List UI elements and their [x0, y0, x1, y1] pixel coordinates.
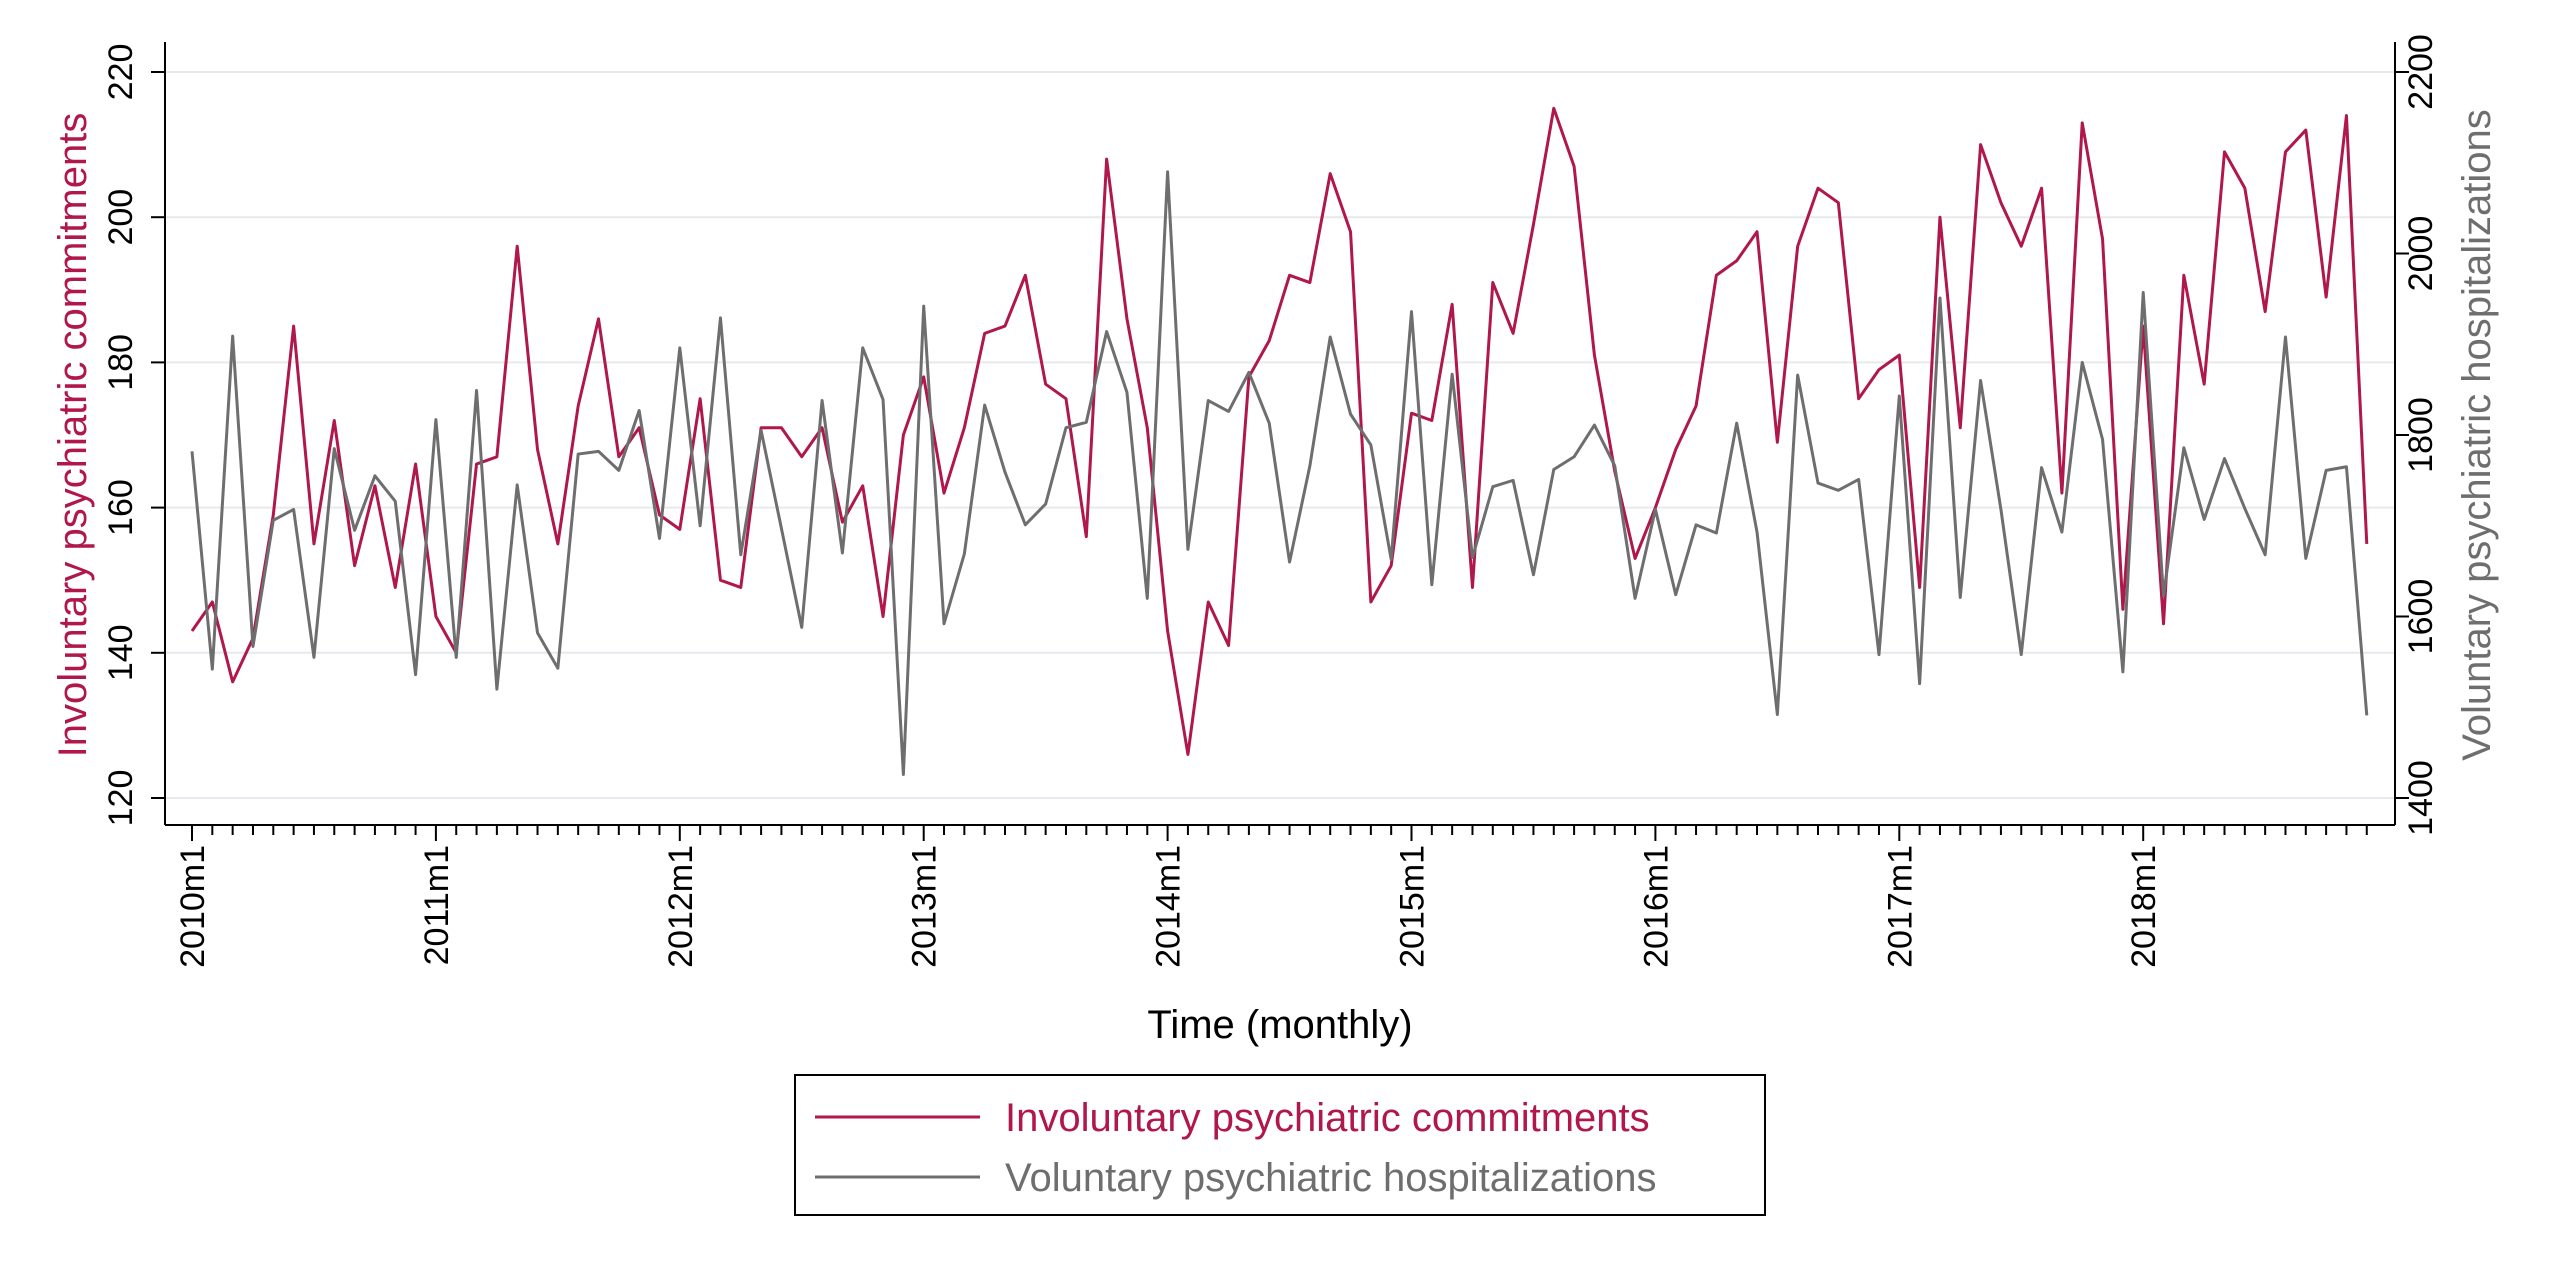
x-tick-label: 2018m1 [2125, 845, 2163, 968]
left-y-tick-label: 160 [102, 479, 140, 536]
legend-box [794, 1074, 1766, 1216]
legend-label-voluntary: Voluntary psychiatric hospitalizations [1005, 1156, 1656, 1200]
gridlines [165, 71, 2395, 799]
x-tick-label: 2010m1 [174, 845, 212, 968]
left-y-tick-label: 140 [102, 624, 140, 681]
legend: Involuntary psychiatric commitments Volu… [794, 1074, 1766, 1216]
left-y-tick-label: 200 [102, 189, 140, 246]
right-y-tick-label: 2200 [2402, 34, 2440, 110]
right-axis-title: Voluntary psychiatric hospitalizations [2455, 109, 2499, 760]
series-line-voluntary [190, 170, 2369, 776]
x-tick-label: 2015m1 [1394, 845, 1432, 968]
x-tick-label: 2012m1 [662, 845, 700, 968]
right-y-tick-label: 1400 [2402, 760, 2440, 836]
right-y-tick-label: 1600 [2402, 579, 2440, 655]
legend-label-involuntary: Involuntary psychiatric commitments [1005, 1096, 1650, 1140]
x-tick-label: 2014m1 [1150, 845, 1188, 968]
x-axis-title: Time (monthly) [1147, 1003, 1412, 1047]
left-axis-title: Involuntary psychiatric commitments [51, 113, 95, 758]
left-y-tick-label: 220 [102, 44, 140, 101]
x-tick-label: 2017m1 [1881, 845, 1919, 968]
series-layer [190, 106, 2369, 776]
right-y-tick-label: 2000 [2402, 216, 2440, 292]
x-tick-label: 2013m1 [906, 845, 944, 968]
right-y-tick-label: 1800 [2402, 397, 2440, 473]
ticks-layer: 120 140 160 180 200 220 1400 1600 1800 2000 2200 20… [102, 34, 2440, 968]
x-tick-label: 2016m1 [1637, 845, 1675, 968]
left-y-tick-label: 120 [102, 770, 140, 827]
series-line-involuntary [190, 106, 2369, 756]
x-tick-label: 2011m1 [418, 845, 456, 965]
left-y-tick-label: 180 [102, 334, 140, 391]
